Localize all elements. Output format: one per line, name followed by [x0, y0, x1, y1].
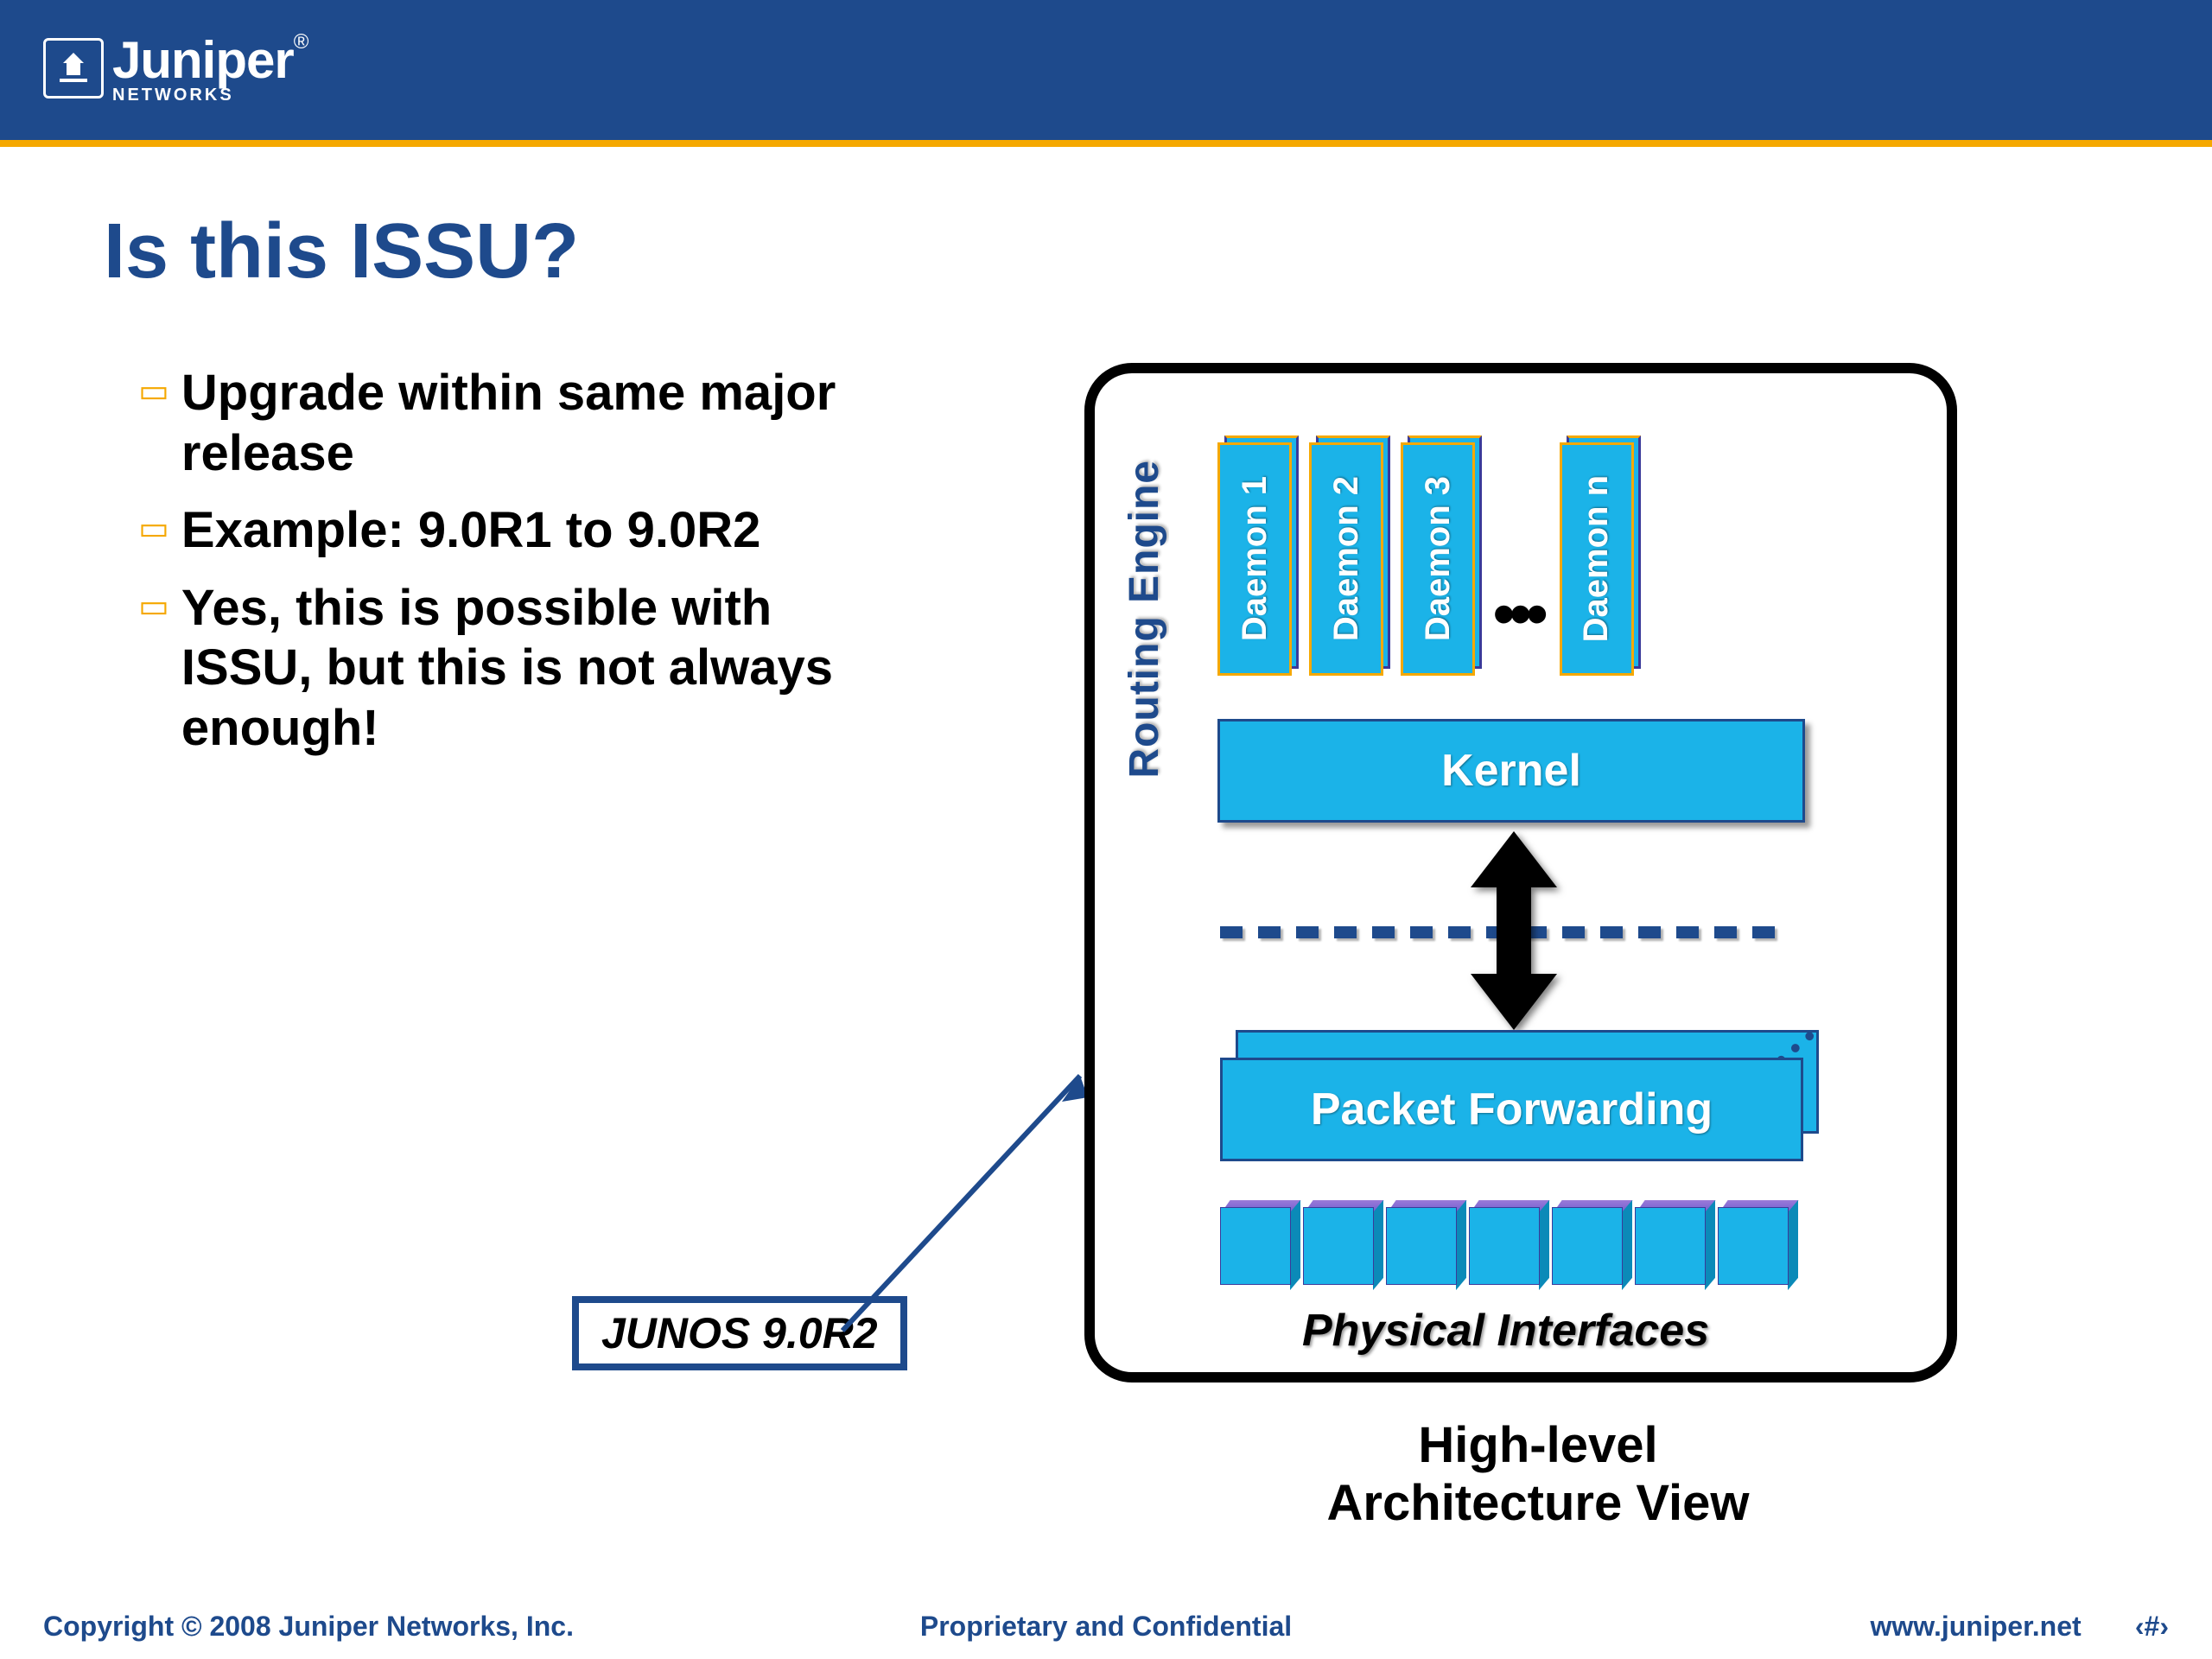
bullet-text: Yes, this is possible with ISSU, but thi…: [181, 578, 916, 759]
dash-segment: [1714, 926, 1737, 938]
footer-page: ‹#›: [2135, 1611, 2169, 1642]
daemon-label: Daemon 1: [1236, 476, 1274, 641]
dash-segment: [1334, 926, 1357, 938]
dash-segment: [1410, 926, 1433, 938]
dash-segment: [1258, 926, 1281, 938]
daemon-label: Daemon 2: [1327, 476, 1366, 641]
dash-segment: [1372, 926, 1395, 938]
copyright-text: Copyright © 2008 Juniper Networks, Inc.: [43, 1611, 574, 1643]
footer-url: www.juniper.net: [1870, 1611, 2081, 1642]
interface-cube: [1718, 1207, 1789, 1285]
daemon-row: Daemon 1 Daemon 2 Daemon 3 ••• Daemon n: [1217, 442, 1634, 676]
dash-segment: [1220, 926, 1243, 938]
dash-segment: [1638, 926, 1661, 938]
interface-cube: [1303, 1207, 1374, 1285]
book-icon: ▭: [138, 372, 169, 410]
physical-interfaces-label: Physical Interfaces: [1302, 1305, 1709, 1357]
header-bar: Juniper® NETWORKS: [0, 0, 2212, 147]
bullet-item: ▭ Example: 9.0R1 to 9.0R2: [138, 500, 916, 561]
interface-cube: [1552, 1207, 1623, 1285]
daemon-block: Daemon 3: [1401, 442, 1475, 676]
packet-forwarding-label: Packet Forwarding: [1311, 1084, 1713, 1135]
daemon-label: Daemon 3: [1419, 476, 1458, 641]
confidential-text: Proprietary and Confidential: [920, 1611, 1292, 1643]
diagram-caption: High-level Architecture View: [1236, 1417, 1840, 1532]
book-icon: ▭: [138, 509, 169, 548]
logo-icon: [43, 38, 104, 99]
bullet-list: ▭ Upgrade within same major release ▭ Ex…: [138, 363, 916, 776]
bidirectional-arrow-icon: [1462, 831, 1566, 1030]
dash-segment: [1752, 926, 1775, 938]
ellipsis-icon: •••: [1492, 579, 1542, 676]
physical-interfaces-row: [1220, 1207, 1789, 1285]
packet-forwarding-block: • • • Packet Forwarding: [1220, 1030, 1808, 1164]
brand-logo: Juniper® NETWORKS: [43, 30, 308, 105]
caption-line: High-level: [1418, 1417, 1657, 1473]
footer-bar: Copyright © 2008 Juniper Networks, Inc. …: [0, 1594, 2212, 1659]
kernel-block: Kernel: [1217, 719, 1805, 823]
book-icon: ▭: [138, 587, 169, 626]
interface-cube: [1635, 1207, 1706, 1285]
daemon-block: Daemon 2: [1309, 442, 1383, 676]
bullet-text: Upgrade within same major release: [181, 363, 916, 483]
interface-cube: [1469, 1207, 1540, 1285]
daemon-block: Daemon n: [1560, 442, 1634, 676]
daemon-block: Daemon 1: [1217, 442, 1292, 676]
caption-line: Architecture View: [1327, 1475, 1750, 1531]
dash-segment: [1296, 926, 1319, 938]
dash-segment: [1600, 926, 1623, 938]
footer-right: www.juniper.net ‹#›: [1870, 1611, 2169, 1643]
bullet-text: Example: 9.0R1 to 9.0R2: [181, 500, 761, 561]
routing-engine-label: Routing Engine: [1121, 460, 1168, 779]
kernel-label: Kernel: [1441, 745, 1581, 797]
brand-name: Juniper: [112, 31, 294, 89]
interface-cube: [1220, 1207, 1291, 1285]
daemon-label: Daemon n: [1577, 475, 1616, 642]
dash-segment: [1676, 926, 1699, 938]
junos-version-label: JUNOS 9.0R2: [572, 1296, 907, 1370]
slide-title: Is this ISSU?: [104, 207, 579, 296]
interface-cube: [1386, 1207, 1457, 1285]
architecture-diagram: Routing Engine Daemon 1 Daemon 2 Daemon …: [1084, 363, 1957, 1382]
bullet-item: ▭ Yes, this is possible with ISSU, but t…: [138, 578, 916, 759]
bullet-item: ▭ Upgrade within same major release: [138, 363, 916, 483]
